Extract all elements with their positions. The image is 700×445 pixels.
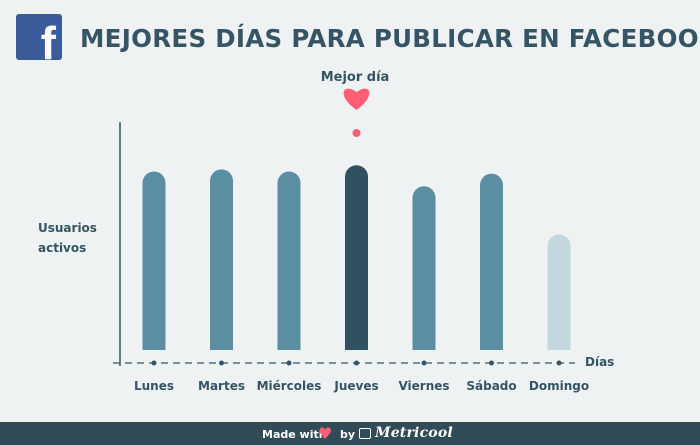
x-tick (354, 360, 359, 366)
metricool-icon (359, 428, 371, 439)
x-tick (219, 360, 224, 366)
x-tick-label: Viernes (398, 379, 449, 393)
bar-domingo (547, 234, 571, 350)
bar-miércoles (277, 171, 301, 350)
y-axis-label: Usuarios activos (38, 221, 97, 255)
bar-viernes (412, 186, 436, 350)
x-axis-label: Días (585, 355, 615, 369)
x-tick-label: Domingo (529, 379, 589, 393)
x-tick (151, 360, 157, 366)
x-tick-label: Lunes (134, 379, 174, 393)
x-tick (556, 360, 562, 366)
bar-lunes (142, 171, 166, 350)
heart-icon (343, 88, 370, 110)
footer-by: by (340, 428, 356, 441)
x-tick (421, 360, 427, 366)
footer-brand: Metricool (375, 425, 453, 441)
x-tick-label: Sábado (466, 379, 516, 393)
header: f MEJORES DÍAS PARA PUBLICAR EN FACEBOOK (0, 0, 700, 80)
x-tick-label: Jueves (333, 379, 378, 393)
x-tick-label: Martes (198, 379, 245, 393)
x-tick (489, 360, 494, 366)
bar-jueves (345, 165, 368, 350)
footer: Made with ♥ by Metricool (0, 422, 700, 445)
bar-sábado (480, 173, 503, 350)
heart-icon: ♥ (318, 424, 333, 443)
page-title: MEJORES DÍAS PARA PUBLICAR EN FACEBOOK (80, 24, 700, 53)
bar-chart: Lunes Martes Miércoles Jueves Viernes Sábado D… (113, 88, 589, 393)
footer-made-with: Made with (262, 428, 327, 441)
x-tick-label: Miércoles (257, 379, 322, 393)
facebook-icon: f (16, 14, 62, 60)
bar-martes (210, 169, 233, 350)
best-day-label: Mejor día (320, 70, 390, 85)
x-tick (286, 360, 292, 366)
heart-dot (352, 129, 361, 137)
